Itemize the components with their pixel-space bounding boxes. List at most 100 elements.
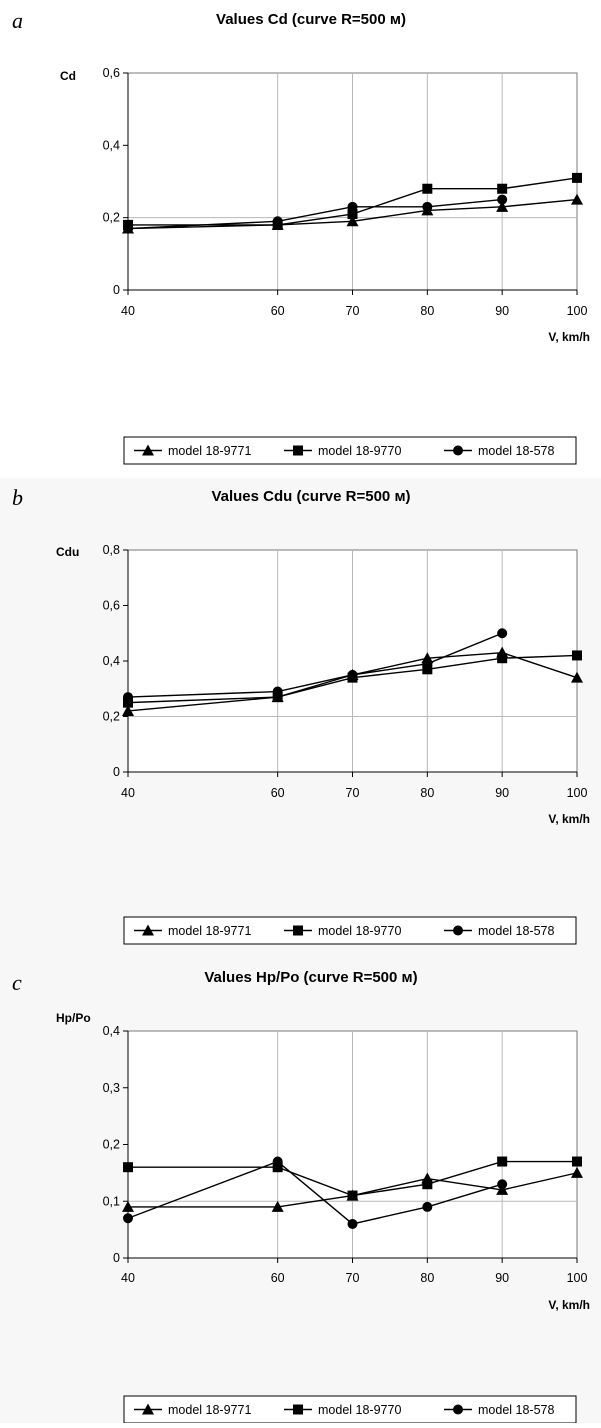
data-point-square bbox=[422, 1179, 433, 1190]
x-tick-label: 40 bbox=[121, 1271, 135, 1285]
legend-label: model 18-578 bbox=[478, 924, 554, 938]
data-point-circle bbox=[272, 686, 283, 697]
x-tick-label: 60 bbox=[271, 1271, 285, 1285]
legend-label: model 18-9771 bbox=[168, 444, 251, 458]
data-point-square bbox=[497, 1156, 508, 1167]
legend-box bbox=[123, 436, 577, 465]
y-tick-label: 0 bbox=[113, 765, 120, 779]
chart-cd: a Values Cd (curve R=500 м) Cd V, km/h 0 0,2 0… bbox=[12, 8, 590, 465]
series-model-18-9771 bbox=[122, 1166, 583, 1212]
data-point-circle bbox=[272, 1156, 283, 1167]
data-point-square bbox=[123, 697, 133, 708]
y-tick-label: 0 bbox=[113, 283, 120, 297]
data-point-circle bbox=[497, 194, 508, 205]
data-point-circle bbox=[123, 1213, 133, 1224]
y-tick-label: 0 bbox=[113, 1251, 120, 1265]
legend-marker-square bbox=[293, 925, 303, 936]
chart-title: Values Cdu (curve R=500 м) bbox=[211, 488, 410, 505]
series-line bbox=[127, 651, 578, 712]
data-point-square bbox=[347, 209, 358, 220]
series-model-18-578 bbox=[123, 1156, 508, 1229]
x-axis-label: V, km/h bbox=[548, 1298, 590, 1312]
data-point-square bbox=[422, 183, 433, 194]
series-model-18-578 bbox=[123, 628, 508, 703]
data-point-circle bbox=[347, 669, 358, 680]
x-tick-label: 80 bbox=[420, 786, 434, 800]
legend-marker-square bbox=[293, 1404, 303, 1415]
panel-letter: b bbox=[12, 485, 23, 510]
legend-marker-triangle bbox=[142, 1403, 154, 1415]
series-line bbox=[128, 177, 578, 226]
chart-hppo: c Values Hp/Po (curve R=500 м) Hp/Po V, km/… bbox=[0, 955, 601, 1424]
x-tick-label: 40 bbox=[121, 304, 135, 318]
data-point-square bbox=[572, 650, 582, 661]
legend-label: model 18-578 bbox=[478, 1403, 554, 1417]
data-point-circle bbox=[347, 1218, 358, 1229]
data-point-circle bbox=[347, 201, 358, 212]
y-tick-label: 0,6 bbox=[103, 66, 120, 80]
data-point-triangle bbox=[496, 200, 509, 212]
chart-title: Values Hp/Po (curve R=500 м) bbox=[204, 969, 417, 986]
data-point-circle bbox=[422, 1201, 433, 1212]
data-point-circle bbox=[422, 658, 433, 669]
data-point-circle bbox=[497, 628, 508, 639]
y-tick-label: 0,6 bbox=[103, 599, 120, 613]
data-point-triangle bbox=[496, 1183, 509, 1195]
data-point-circle bbox=[422, 201, 433, 212]
y-tick-label: 0,1 bbox=[103, 1194, 120, 1208]
data-point-circle bbox=[123, 692, 133, 703]
legend-box bbox=[123, 916, 577, 945]
data-point-square bbox=[272, 692, 283, 703]
x-tick-label: 90 bbox=[495, 1271, 509, 1285]
data-point-triangle bbox=[346, 215, 359, 227]
legend-label: model 18-9770 bbox=[318, 924, 401, 938]
x-tick-label: 70 bbox=[346, 1271, 360, 1285]
data-point-square bbox=[123, 1162, 133, 1173]
data-point-triangle bbox=[122, 1200, 134, 1212]
chart-title: Values Cd (curve R=500 м) bbox=[216, 11, 406, 28]
x-tick-label: 60 bbox=[271, 786, 285, 800]
panel-letter: c bbox=[12, 970, 22, 995]
legend-marker-triangle bbox=[142, 924, 154, 936]
data-point-square bbox=[572, 1156, 582, 1167]
data-point-triangle bbox=[571, 1166, 583, 1178]
x-axis-label: V, km/h bbox=[548, 812, 590, 826]
x-tick-label: 60 bbox=[271, 304, 285, 318]
series-line bbox=[128, 1172, 578, 1208]
legend-marker-circle bbox=[453, 1404, 463, 1415]
y-axis-label: Cdu bbox=[56, 545, 79, 559]
legend-box bbox=[123, 1395, 577, 1424]
data-point-square bbox=[272, 1162, 283, 1173]
y-tick-label: 0,4 bbox=[103, 1024, 120, 1038]
legend-label: model 18-9771 bbox=[168, 924, 251, 938]
y-axis-label: Cd bbox=[60, 69, 76, 83]
x-tick-label: 100 bbox=[567, 786, 588, 800]
data-point-square bbox=[572, 172, 582, 183]
legend: model 18-9771 model 18-9770 model 18-578 bbox=[123, 436, 577, 465]
y-axis-label: Hp/Po bbox=[56, 1011, 91, 1025]
series-line bbox=[128, 1160, 577, 1197]
x-tick-label: 100 bbox=[567, 1271, 588, 1285]
legend-label: model 18-9770 bbox=[318, 444, 401, 458]
x-tick-label: 100 bbox=[567, 304, 588, 318]
x-tick-label: 80 bbox=[420, 304, 434, 318]
legend-label: model 18-9770 bbox=[318, 1403, 401, 1417]
x-tick-label: 80 bbox=[420, 1271, 434, 1285]
series-model-18-9770 bbox=[123, 1156, 582, 1201]
y-tick-label: 0,4 bbox=[103, 654, 120, 668]
data-point-circle bbox=[497, 1179, 508, 1190]
legend-marker-square bbox=[293, 445, 303, 456]
data-point-triangle bbox=[271, 1200, 284, 1212]
data-point-triangle bbox=[122, 704, 134, 716]
legend-marker-triangle bbox=[142, 444, 154, 456]
legend-label: model 18-578 bbox=[478, 444, 554, 458]
legend-marker-circle bbox=[453, 445, 463, 456]
data-point-triangle bbox=[571, 671, 583, 683]
y-tick-label: 0,4 bbox=[103, 138, 120, 152]
y-tick-label: 0,8 bbox=[103, 543, 120, 557]
x-tick-label: 90 bbox=[495, 786, 509, 800]
legend: model 18-9771 model 18-9770 model 18-578 bbox=[123, 916, 577, 945]
x-tick-label: 70 bbox=[346, 786, 360, 800]
